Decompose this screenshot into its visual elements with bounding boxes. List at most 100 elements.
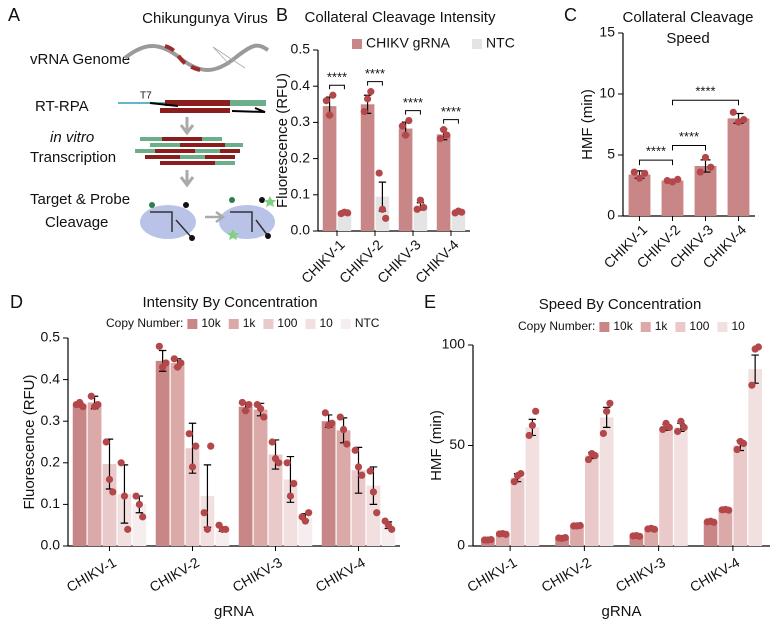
data-point	[360, 107, 368, 116]
bar	[628, 174, 651, 216]
data-point	[382, 214, 390, 222]
data-point	[413, 205, 421, 213]
data-point	[528, 421, 537, 429]
data-point	[405, 116, 413, 125]
arrow	[179, 117, 195, 136]
legend-swatch	[675, 322, 686, 332]
data-point	[132, 492, 140, 500]
data-point	[641, 169, 649, 177]
data-point	[373, 509, 381, 517]
data-point	[674, 427, 682, 436]
genome	[123, 43, 270, 72]
chart-title: Intensity By Concentration	[142, 294, 317, 311]
data-point	[576, 521, 584, 530]
data-point	[87, 392, 95, 400]
bar	[629, 535, 644, 546]
data-point	[635, 174, 644, 182]
y-tick-label: 0.4	[41, 370, 61, 386]
chart-title: Collateral Cleavage	[623, 9, 754, 26]
legend-label: NTC	[355, 316, 380, 330]
bar	[694, 165, 717, 216]
amplicon	[165, 100, 230, 106]
data-point	[354, 463, 363, 471]
data-point	[710, 518, 718, 526]
data-point	[139, 513, 147, 521]
data-point	[603, 407, 611, 415]
x-tick-label: CHIKV-4	[313, 554, 368, 595]
genome-target	[164, 44, 201, 72]
legend-label: 100	[689, 319, 709, 333]
bar	[375, 196, 390, 231]
data-point	[329, 91, 337, 99]
legend-swatch	[599, 322, 610, 332]
data-point	[188, 463, 197, 471]
data-point	[242, 407, 250, 415]
bar	[298, 516, 313, 546]
data-point	[207, 442, 215, 450]
y-tick-label: 0.0	[41, 537, 61, 553]
diagram-label: Cleavage	[45, 214, 108, 231]
bar	[436, 134, 451, 231]
data-point	[367, 88, 375, 96]
bar	[337, 212, 352, 231]
y-tick-label: 0.5	[41, 329, 61, 345]
data-point	[185, 430, 193, 438]
data-point	[677, 417, 685, 425]
data-point	[398, 122, 406, 130]
significance-label: ****	[646, 144, 666, 159]
data-point	[94, 400, 102, 409]
error-bar	[369, 466, 378, 505]
bar	[703, 521, 718, 546]
bar	[599, 417, 614, 546]
panel-label: E	[424, 292, 436, 312]
data-point	[502, 530, 510, 538]
x-tick-label: CHIKV-3	[613, 554, 668, 595]
data-point	[584, 455, 593, 464]
data-point	[487, 535, 495, 544]
data-point	[192, 442, 200, 450]
chart-title: Speed	[666, 30, 709, 47]
data-point	[120, 492, 129, 500]
data-point	[458, 208, 466, 216]
data-point	[117, 459, 125, 467]
data-point	[256, 405, 265, 413]
amplicon	[230, 100, 266, 106]
bar	[238, 406, 253, 546]
x-tick-label: CHIKV-1	[464, 554, 519, 595]
data-point	[105, 475, 114, 484]
bar	[322, 106, 337, 231]
data-point	[665, 423, 673, 432]
data-point	[290, 480, 298, 488]
panel-label: D	[10, 292, 23, 312]
data-point	[416, 196, 425, 204]
legend-label: 100	[277, 316, 297, 330]
legend-title: Copy Number:	[518, 319, 595, 333]
significance-bracket	[443, 119, 459, 124]
data-point	[420, 203, 428, 212]
data-point	[177, 359, 185, 367]
data-point	[740, 116, 748, 124]
probe	[230, 211, 269, 237]
data-point	[321, 409, 329, 417]
y-tick-label: 15	[599, 24, 615, 40]
legend-swatch	[717, 322, 728, 332]
significance-label: ****	[365, 66, 385, 81]
arrow	[205, 210, 226, 224]
significance-label: ****	[441, 104, 461, 119]
data-point	[630, 168, 638, 176]
data-point	[301, 517, 309, 525]
y-tick-label: 0.4	[291, 77, 311, 93]
data-point	[606, 399, 614, 407]
data-point	[260, 413, 268, 421]
bar	[570, 525, 584, 546]
y-tick-label: 100	[442, 336, 466, 352]
data-point	[328, 419, 336, 427]
primer-arrow	[149, 102, 266, 113]
legend-label: 10k	[613, 319, 633, 333]
legend-label: 10	[731, 319, 745, 333]
bar	[644, 528, 659, 546]
data-point	[436, 135, 444, 143]
data-point	[351, 446, 359, 454]
bar	[727, 118, 750, 216]
significance-bracket	[672, 144, 706, 151]
